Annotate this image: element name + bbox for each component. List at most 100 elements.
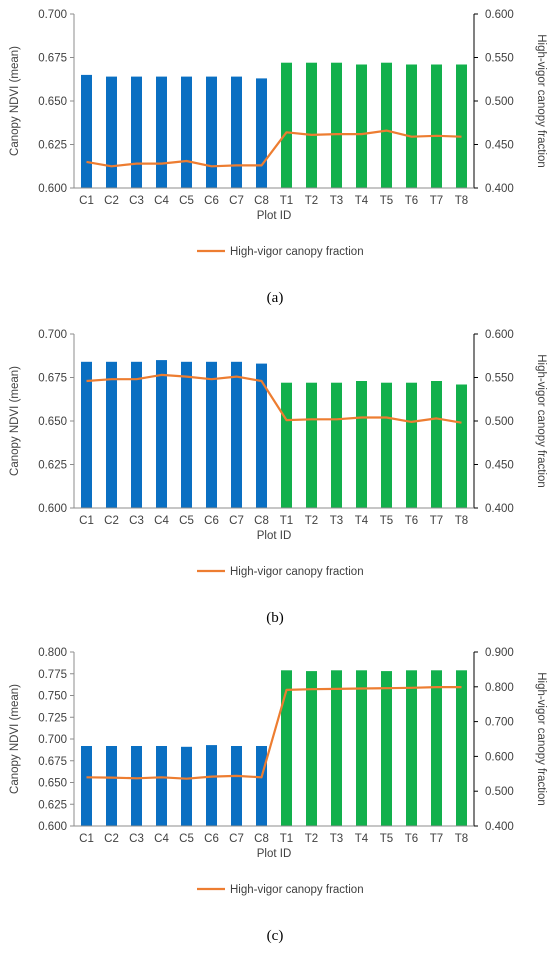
x-tick-label: C1	[79, 515, 94, 527]
right-tick-label: 0.600	[485, 751, 514, 763]
bar-T1	[281, 383, 292, 508]
right-tick-label: 0.400	[485, 503, 514, 515]
bar-T6	[406, 670, 417, 826]
bar-C5	[181, 747, 192, 826]
right-tick-label: 0.800	[485, 682, 514, 694]
left-tick-label: 0.625	[38, 140, 67, 152]
left-tick-label: 0.600	[38, 821, 67, 833]
left-tick-label: 0.700	[38, 734, 67, 746]
bar-T1	[281, 63, 292, 188]
bar-T8	[456, 65, 467, 189]
right-tick-label: 0.500	[485, 786, 514, 798]
x-tick-label: T5	[380, 833, 393, 845]
left-tick-label: 0.600	[38, 183, 67, 195]
panel-caption: (b)	[266, 610, 284, 626]
bar-T5	[381, 383, 392, 508]
left-tick-label: 0.725	[38, 712, 67, 724]
bar-T2	[306, 63, 317, 188]
left-tick-label: 0.675	[38, 53, 67, 65]
right-tick-label: 0.550	[485, 373, 514, 385]
x-tick-label: T5	[380, 515, 393, 527]
x-tick-label: C7	[229, 515, 244, 527]
panel-caption: (c)	[267, 928, 284, 944]
bar-C6	[206, 362, 217, 508]
legend-label: High-vigor canopy fraction	[230, 566, 364, 578]
bar-T5	[381, 63, 392, 188]
x-tick-label: C3	[129, 833, 144, 845]
right-tick-label: 0.900	[485, 647, 514, 659]
x-tick-label: C4	[154, 833, 169, 845]
bar-T7	[431, 65, 442, 189]
bar-C7	[231, 746, 242, 826]
left-tick-label: 0.650	[38, 96, 67, 108]
x-tick-label: T8	[455, 195, 468, 207]
bar-C3	[131, 746, 142, 826]
x-tick-label: T8	[455, 833, 468, 845]
left-tick-label: 0.675	[38, 756, 67, 768]
bar-T4	[356, 381, 367, 508]
x-tick-label: T4	[355, 195, 369, 207]
bar-C4	[156, 746, 167, 826]
bar-C8	[256, 78, 267, 188]
bar-T5	[381, 671, 392, 826]
right-tick-label: 0.600	[485, 329, 514, 341]
chart-panel-a: 0.6000.6250.6500.6750.7000.4000.4500.500…	[9, 9, 547, 306]
left-tick-label: 0.600	[38, 503, 67, 515]
bar-C4	[156, 360, 167, 508]
left-axis-title: Canopy NDVI (mean)	[9, 684, 21, 794]
x-tick-label: T1	[280, 195, 293, 207]
right-tick-label: 0.450	[485, 460, 514, 472]
x-tick-label: C2	[104, 833, 119, 845]
left-axis-title: Canopy NDVI (mean)	[9, 366, 21, 476]
x-tick-label: T8	[455, 515, 468, 527]
x-tick-label: C6	[204, 515, 219, 527]
x-tick-label: C8	[254, 515, 269, 527]
x-tick-label: T6	[405, 195, 418, 207]
right-tick-label: 0.550	[485, 53, 514, 65]
left-tick-label: 0.650	[38, 416, 67, 428]
bar-C4	[156, 77, 167, 188]
x-tick-label: C5	[179, 833, 194, 845]
bar-C6	[206, 745, 217, 826]
line-high-vigor-canopy-fraction	[87, 131, 462, 167]
x-tick-label: C5	[179, 195, 194, 207]
x-tick-label: T4	[355, 833, 369, 845]
bar-T2	[306, 383, 317, 508]
x-tick-label: T2	[305, 195, 318, 207]
x-tick-label: C4	[154, 515, 169, 527]
bar-C7	[231, 362, 242, 508]
x-tick-label: C2	[104, 195, 119, 207]
bar-T4	[356, 65, 367, 189]
x-tick-label: T2	[305, 515, 318, 527]
bar-C3	[131, 362, 142, 508]
right-tick-label: 0.500	[485, 96, 514, 108]
bar-T2	[306, 671, 317, 826]
left-tick-label: 0.750	[38, 691, 67, 703]
x-tick-label: T6	[405, 833, 418, 845]
bar-T6	[406, 383, 417, 508]
bar-C2	[106, 77, 117, 188]
right-tick-label: 0.400	[485, 183, 514, 195]
bar-T8	[456, 385, 467, 509]
right-tick-label: 0.700	[485, 717, 514, 729]
bar-C1	[81, 746, 92, 826]
bar-C5	[181, 77, 192, 188]
right-axis-title: High-vigor canopy fraction	[535, 34, 547, 168]
bar-T7	[431, 381, 442, 508]
bar-C3	[131, 77, 142, 188]
left-tick-label: 0.675	[38, 373, 67, 385]
x-tick-label: C7	[229, 833, 244, 845]
bar-C2	[106, 746, 117, 826]
bar-T7	[431, 670, 442, 826]
chart-panel-b: 0.6000.6250.6500.6750.7000.4000.4500.500…	[9, 329, 547, 626]
left-tick-label: 0.650	[38, 778, 67, 790]
right-axis-title: High-vigor canopy fraction	[535, 672, 547, 806]
x-tick-label: C3	[129, 195, 144, 207]
x-tick-label: T7	[430, 515, 443, 527]
x-tick-label: T7	[430, 833, 443, 845]
bar-T3	[331, 383, 342, 508]
bar-T6	[406, 65, 417, 189]
x-axis-title: Plot ID	[257, 848, 292, 860]
